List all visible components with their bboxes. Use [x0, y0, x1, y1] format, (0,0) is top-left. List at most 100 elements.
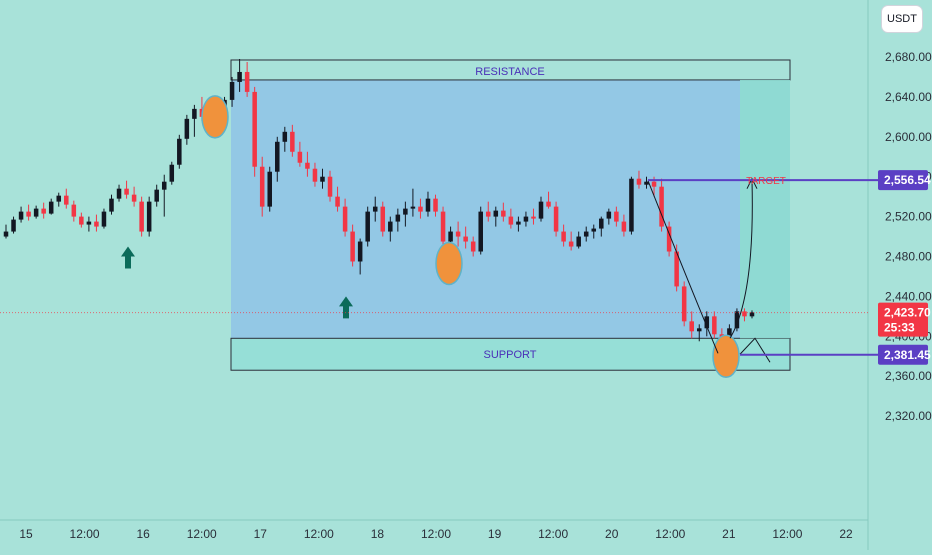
- candle: [244, 61, 250, 97]
- candle-body: [275, 141, 280, 172]
- current-price-tag-box: [878, 302, 928, 337]
- candle: [659, 178, 664, 232]
- candle-body: [440, 211, 446, 242]
- candle-body: [546, 201, 551, 207]
- candle: [71, 200, 77, 222]
- candle: [410, 188, 416, 217]
- target-price-tag-text: 2,556.54: [884, 173, 931, 187]
- candle-body: [26, 211, 31, 217]
- candle-body: [425, 198, 431, 212]
- candle-body: [41, 208, 46, 214]
- price-tick-label: 2,440.00: [885, 289, 932, 303]
- candle: [131, 186, 137, 207]
- candle: [681, 281, 687, 327]
- candle-body: [320, 176, 325, 182]
- support-label: SUPPORT: [484, 349, 537, 361]
- time-tick-label: 20: [605, 527, 619, 541]
- candle: [357, 238, 363, 275]
- candle-body: [64, 195, 69, 205]
- projection-curve: [729, 180, 753, 339]
- up-arrow-icon: [121, 246, 135, 269]
- candle-body: [259, 166, 265, 207]
- candle: [267, 166, 272, 212]
- candle-body: [470, 241, 476, 252]
- candle: [335, 186, 340, 212]
- candle: [33, 205, 39, 219]
- candle-body: [599, 218, 604, 229]
- time-tick-label: 12:00: [772, 527, 802, 541]
- candle-body: [79, 216, 84, 225]
- candle-body: [583, 231, 589, 237]
- candle: [350, 224, 355, 267]
- candle-body: [410, 206, 416, 209]
- candle-countdown-text: 25:33: [884, 321, 915, 335]
- candle-body: [538, 201, 544, 219]
- candle-body: [33, 208, 39, 217]
- candle: [101, 208, 107, 229]
- candle-body: [674, 251, 679, 287]
- candle-body: [403, 208, 408, 215]
- candle-body: [621, 221, 627, 232]
- candle: [109, 194, 114, 215]
- candle: [538, 196, 544, 222]
- candle: [124, 180, 129, 199]
- candle-body: [282, 131, 288, 142]
- candle-body: [244, 71, 250, 92]
- candle: [94, 214, 99, 232]
- candle: [86, 216, 92, 232]
- candle-body: [357, 241, 363, 262]
- up-arrow-icon: [339, 296, 353, 319]
- candle: [583, 226, 589, 242]
- candle: [11, 216, 16, 234]
- candle: [689, 311, 694, 339]
- candle-body: [712, 316, 717, 335]
- candle: [508, 208, 514, 229]
- support-zone[interactable]: [230, 337, 791, 371]
- candle: [561, 224, 566, 247]
- candle: [237, 58, 242, 92]
- candle-body: [478, 211, 483, 252]
- time-tick-label: 12:00: [70, 527, 100, 541]
- candle: [290, 124, 295, 157]
- candle-body: [636, 178, 642, 185]
- candle-body: [523, 216, 529, 222]
- candle: [192, 104, 197, 137]
- candle-body: [516, 221, 521, 225]
- candle: [79, 212, 84, 228]
- price-tick-label: 2,680.00: [885, 50, 932, 64]
- candle: [26, 204, 31, 221]
- resistance-zone[interactable]: [230, 59, 791, 81]
- target-price-tag: 2,556.54: [878, 170, 931, 191]
- candle-body: [169, 164, 175, 182]
- support-price-tag-box: [878, 344, 928, 365]
- candle: [591, 224, 597, 239]
- candle-body: [335, 196, 340, 207]
- candle: [380, 201, 386, 237]
- candle: [297, 141, 303, 167]
- candle: [440, 206, 446, 247]
- candle-body: [629, 178, 634, 232]
- candle-body: [350, 231, 355, 262]
- candle-body: [184, 118, 190, 139]
- candle: [433, 194, 438, 217]
- candle-body: [486, 211, 491, 217]
- candle: [403, 201, 408, 227]
- candle-body: [606, 211, 612, 219]
- candle: [184, 114, 190, 145]
- candle: [470, 236, 476, 257]
- candle-body: [433, 198, 438, 212]
- candle: [146, 196, 152, 237]
- candle-body: [561, 231, 566, 242]
- currency-button[interactable]: USDT: [882, 6, 922, 32]
- time-tick-label: 21: [722, 527, 736, 541]
- candle: [56, 192, 62, 207]
- candle-body: [290, 131, 295, 152]
- candle-body: [192, 108, 197, 119]
- candle: [463, 226, 468, 249]
- candle: [749, 310, 755, 319]
- target-projection-box: [740, 79, 790, 339]
- time-axis[interactable]: 15 12:00 16 12:00 17 12:00 18 12:00 19 12:00 20 12:…: [19, 527, 853, 541]
- candle: [177, 134, 182, 169]
- price-tick-label: 2,320.00: [885, 409, 932, 423]
